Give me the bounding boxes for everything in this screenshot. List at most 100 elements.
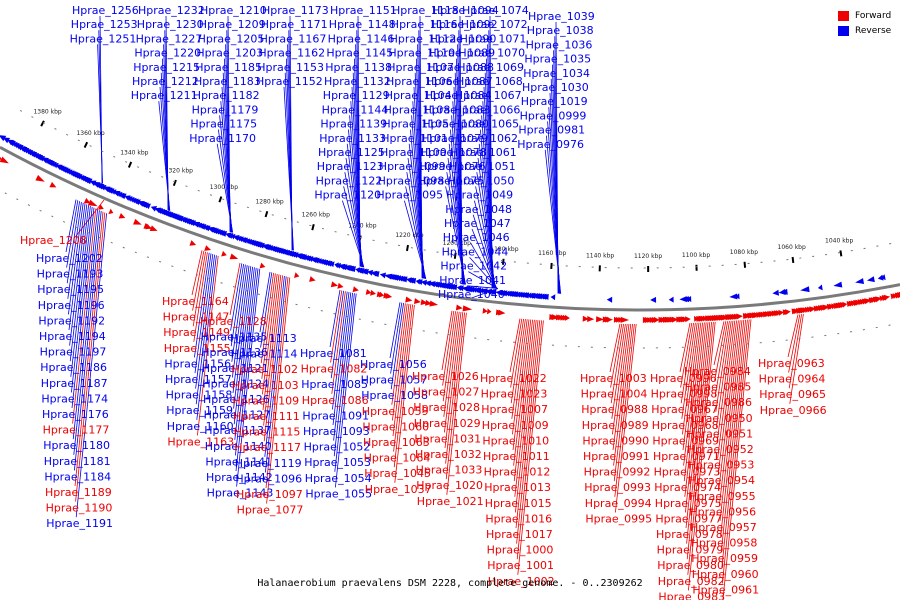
gene-label: Hprae_1133: [319, 132, 386, 145]
leader-line: [721, 319, 748, 568]
forward-gene-arrow: [722, 314, 728, 321]
gene-label: Hprae_0980: [657, 559, 724, 572]
leader-line: [72, 209, 98, 440]
gene-label: Hprae_1081: [300, 347, 367, 360]
forward-gene-arrow: [498, 309, 506, 316]
forward-gene-arrow: [87, 199, 98, 207]
reverse-gene-arrow: [150, 205, 158, 212]
reverse-gene-arrow: [778, 288, 788, 295]
reverse-gene-arrow: [144, 203, 151, 210]
gene-label: Hprae_0977: [655, 512, 722, 525]
gene-label: Hprae_0994: [585, 497, 652, 510]
leader-line: [342, 200, 365, 268]
leader-line: [330, 290, 343, 363]
kbp-tick-label: 1260 kbp: [302, 212, 330, 219]
gene-label: Hprae_1036: [526, 38, 593, 51]
gene-label: Hprae_1116: [391, 18, 458, 31]
gene-label: Hprae_0965: [759, 388, 826, 401]
gene-label: Hprae_0964: [759, 373, 826, 386]
gene-label: Hprae_1085: [301, 378, 368, 391]
gene-label: Hprae_1075: [418, 174, 485, 187]
gene-label: Hprae_1117: [234, 441, 301, 454]
forward-gene-arrow: [293, 272, 300, 279]
leader-line: [444, 311, 460, 433]
reverse-gene-arrow: [509, 291, 519, 298]
leader-line: [719, 320, 743, 522]
gene-label: Hprae_0999: [520, 109, 587, 122]
kbp-tick-label: 1040 kbp: [825, 238, 853, 245]
gene-label: Hprae_0982: [658, 575, 725, 588]
reverse-gene-arrow: [100, 185, 107, 191]
leader-line: [232, 265, 250, 394]
gene-label: Hprae_1109: [232, 394, 299, 407]
leader-line: [686, 322, 711, 544]
gene-label: Hprae_1003: [580, 372, 647, 385]
leader-line: [259, 271, 271, 333]
reverse-gene-arrow: [232, 235, 240, 241]
reverse-gene-arrow: [390, 274, 399, 281]
reverse-gene-arrow: [681, 296, 690, 303]
leader-line: [330, 290, 344, 379]
leader-line: [74, 210, 102, 471]
leader-line: [404, 200, 427, 279]
gene-label: Hprae_1023: [481, 388, 548, 401]
reverse-gene-arrow: [50, 161, 57, 168]
leader-line: [235, 268, 259, 472]
gene-label: Hprae_1179: [192, 103, 259, 116]
reverse-gene-arrow: [163, 211, 174, 218]
legend-reverse-label: Reverse: [855, 25, 892, 36]
forward-gene-arrow: [892, 293, 898, 299]
gene-label: Hprae_1060: [362, 420, 429, 433]
leader-line: [97, 44, 103, 184]
gene-label: Hprae_1163: [167, 435, 234, 448]
forward-gene-arrow: [685, 316, 691, 323]
reverse-gene-arrow: [127, 196, 133, 202]
gene-label: Hprae_1046: [443, 231, 510, 244]
reverse-gene-arrow: [499, 290, 508, 297]
leader-line: [262, 274, 280, 411]
gene-label: Hprae_1120: [314, 189, 381, 202]
forward-gene-arrow: [671, 316, 679, 323]
gene-label: Hprae_0998: [651, 388, 718, 401]
leader-line: [514, 319, 535, 497]
gene-label: Hprae_1197: [40, 346, 107, 359]
gene-label: Hprae_1088: [427, 61, 494, 74]
gene-label: Hprae_1015: [485, 497, 552, 510]
forward-gene-arrow: [829, 303, 834, 310]
leader-line: [716, 320, 734, 444]
leader-line: [788, 314, 801, 373]
leader-line: [333, 292, 353, 457]
gene-label: Hprae_0967: [651, 403, 718, 416]
leader-line: [264, 275, 285, 457]
gene-label: Hprae_1067: [455, 89, 522, 102]
leader-line: [685, 322, 709, 529]
gene-label: Hprae_1041: [439, 274, 506, 287]
leader-line: [613, 323, 632, 466]
gene-label: Hprae_1173: [262, 4, 329, 17]
leader-line: [515, 320, 539, 529]
forward-gene-arrow: [35, 175, 45, 182]
leader-line: [332, 291, 350, 426]
leader-line: [283, 86, 294, 251]
gene-label: Hprae_1086: [302, 394, 369, 407]
leader-line: [509, 318, 521, 373]
kbp-tick-mark: [311, 224, 315, 231]
gene-label: Hprae_1092: [431, 18, 498, 31]
gene-label: Hprae_1013: [484, 481, 551, 494]
forward-gene-arrow: [455, 304, 463, 311]
reverse-gene-arrow: [190, 221, 201, 228]
gene-label: Hprae_1068: [456, 75, 523, 88]
reverse-gene-arrow: [519, 292, 530, 299]
gene-label: Hprae_1170: [189, 132, 256, 145]
leader-line: [544, 149, 562, 294]
gene-label: Hprae_1100: [380, 146, 447, 159]
kbp-tick-label: 1180 kbp: [490, 246, 518, 253]
forward-gene-arrow: [778, 309, 785, 316]
reverse-gene-arrow: [478, 288, 488, 295]
gene-label: Hprae_0973: [654, 466, 721, 479]
gene-label: Hprae_1157: [165, 373, 232, 386]
kbp-tick-label: 1080 kbp: [730, 249, 758, 256]
reverse-gene-arrow: [817, 284, 823, 291]
reverse-gene-arrow: [489, 289, 497, 296]
kbp-tick-label: 1100 kbp: [682, 252, 710, 259]
